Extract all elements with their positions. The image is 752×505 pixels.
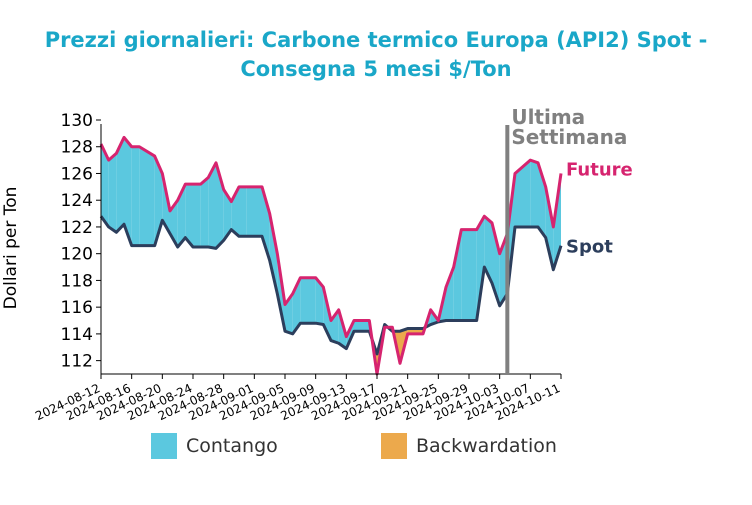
spread-fill-segment — [185, 184, 193, 247]
spread-fill-segment — [246, 186, 262, 237]
spread-fill-segment — [139, 146, 155, 246]
spread-fill-segment — [300, 277, 316, 324]
spread-fill-segment — [116, 137, 124, 233]
y-tick-label: 128 — [61, 138, 93, 158]
spread-fill-segment — [200, 177, 209, 247]
spread-fill-segment — [269, 213, 278, 294]
y-tick-label: 120 — [61, 245, 93, 265]
spread-fill-segment — [530, 160, 538, 227]
chart-title-line-2: Consegna 5 mesi $/Ton — [240, 57, 512, 81]
legend-swatch-contango — [151, 433, 177, 459]
spread-fill-segment — [315, 277, 324, 325]
spot-series-label: Spot — [566, 237, 613, 258]
spread-fill-segment — [124, 137, 132, 246]
y-tick-label: 122 — [61, 218, 93, 238]
spread-fill-segment — [515, 160, 531, 227]
chart-title: Prezzi giornalieri: Carbone termico Euro… — [0, 26, 752, 84]
y-tick-label: 126 — [61, 164, 93, 184]
spread-fill-segment — [101, 144, 109, 227]
spread-fill-segment — [446, 267, 454, 321]
y-tick-label: 124 — [61, 191, 93, 211]
last-week-label-line-1: Ultima — [511, 105, 585, 129]
spread-fill-segment — [476, 216, 485, 321]
legend-swatch-backwardation — [381, 433, 407, 459]
spread-fill-segment — [208, 162, 216, 249]
spread-fill-segment — [239, 186, 247, 237]
y-tick-label: 114 — [61, 325, 93, 345]
last-week-label-line-2: Settimana — [511, 125, 627, 149]
spread-fill-segment — [131, 146, 140, 246]
spread-fill-segment — [354, 320, 370, 332]
legend-item-contango: Contango — [151, 433, 278, 459]
spread-fill-segment — [193, 184, 201, 247]
spread-fill-segment — [223, 189, 232, 241]
spread-fill-segment — [453, 229, 462, 321]
y-axis-label: Dollari per Ton — [1, 187, 21, 310]
legend-label-contango: Contango — [186, 435, 278, 457]
spread-fill-segment — [545, 186, 554, 270]
legend-item-backwardation: Backwardation — [381, 433, 557, 459]
spot-series-line — [99, 215, 563, 356]
chart-title-line-1: Prezzi giornalieri: Carbone termico Euro… — [44, 28, 708, 52]
future-series-line — [99, 135, 563, 376]
y-tick-label: 130 — [61, 111, 93, 131]
y-tick-label: 116 — [61, 298, 93, 318]
future-series-label: Future — [566, 159, 633, 180]
spread-fill-segment — [553, 173, 561, 270]
y-tick-label: 112 — [61, 352, 93, 372]
spread-fill-segment — [108, 153, 117, 233]
spread-fill-segment — [484, 216, 492, 284]
spread-fill-segment — [461, 229, 477, 321]
y-tick-label: 118 — [61, 271, 93, 291]
spread-fill-segment — [177, 184, 186, 247]
legend-label-backwardation: Backwardation — [416, 435, 557, 457]
